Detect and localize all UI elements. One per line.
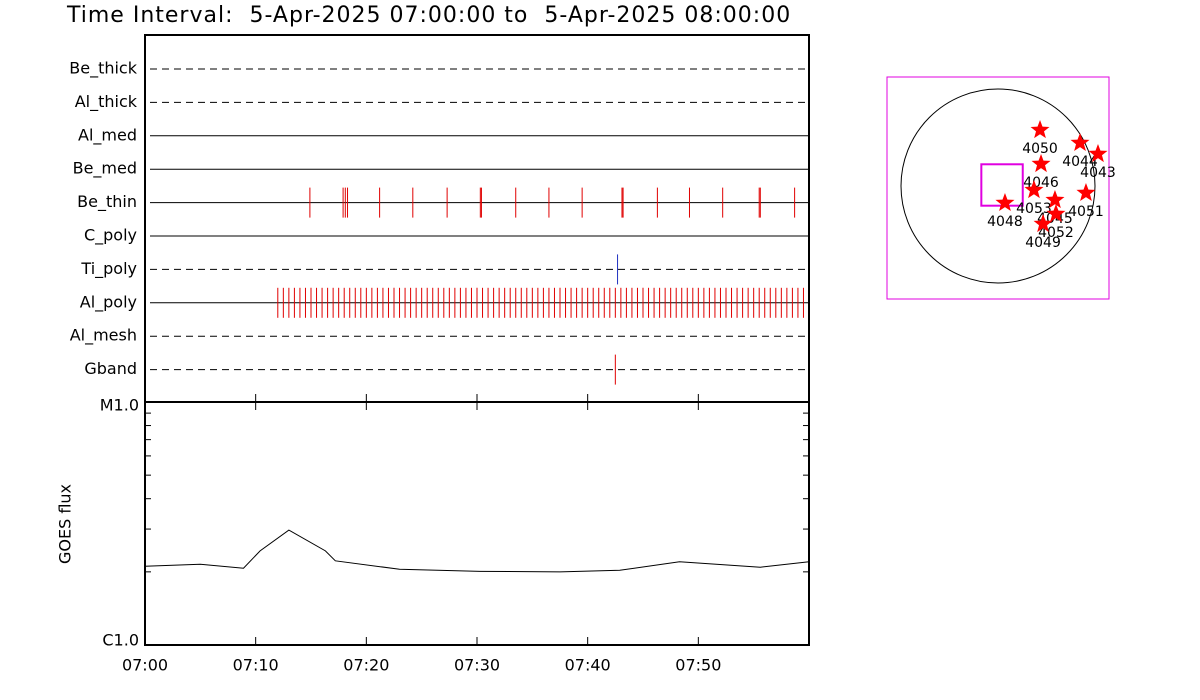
row-label: Be_thick <box>69 59 137 79</box>
x-tick-label: 07:00 <box>122 656 168 675</box>
region-label: 4044 <box>1062 154 1098 170</box>
row-label: Be_thin <box>77 192 137 212</box>
x-tick-label: 07:10 <box>233 656 279 675</box>
region-label: 4043 <box>1080 165 1116 181</box>
region-label: 4051 <box>1068 204 1104 220</box>
chart-title: Time Interval: 5-Apr-2025 07:00:00 to 5-… <box>66 3 791 28</box>
row-label: Al_mesh <box>70 326 137 346</box>
x-tick-label: 07:50 <box>675 656 721 675</box>
region-star <box>1033 213 1053 233</box>
region-star <box>1024 180 1044 199</box>
x-tick-label: 07:40 <box>565 656 611 675</box>
row-label: Gband <box>84 359 137 378</box>
row-label: C_poly <box>84 226 137 246</box>
region-star <box>1070 132 1090 152</box>
region-star <box>995 192 1015 212</box>
row-label: Al_thick <box>75 92 138 112</box>
region-star <box>1046 203 1066 223</box>
goes-line <box>144 529 810 573</box>
region-label: 4049 <box>1025 235 1061 251</box>
region-star <box>1076 182 1096 202</box>
region-label: 4048 <box>987 214 1023 230</box>
region-star <box>1088 143 1108 163</box>
row-label: Be_med <box>73 159 137 179</box>
map-frame <box>886 76 1110 300</box>
y-axis-label: GOES flux <box>56 484 75 564</box>
region-star <box>1031 153 1051 173</box>
solar-disk <box>900 88 1096 284</box>
row-label: Al_med <box>78 125 137 145</box>
region-label: 4053 <box>1016 201 1052 217</box>
x-tick-label: 07:30 <box>454 656 500 675</box>
row-label: Al_poly <box>80 292 137 312</box>
row-label: Ti_poly <box>80 259 137 279</box>
y-tick-label: C1.0 <box>102 631 139 650</box>
region-star <box>1045 190 1065 209</box>
x-tick-label: 07:20 <box>343 656 389 675</box>
y-tick-label: M1.0 <box>100 396 139 415</box>
region-star <box>1030 120 1050 139</box>
region-label: 4050 <box>1022 141 1058 157</box>
